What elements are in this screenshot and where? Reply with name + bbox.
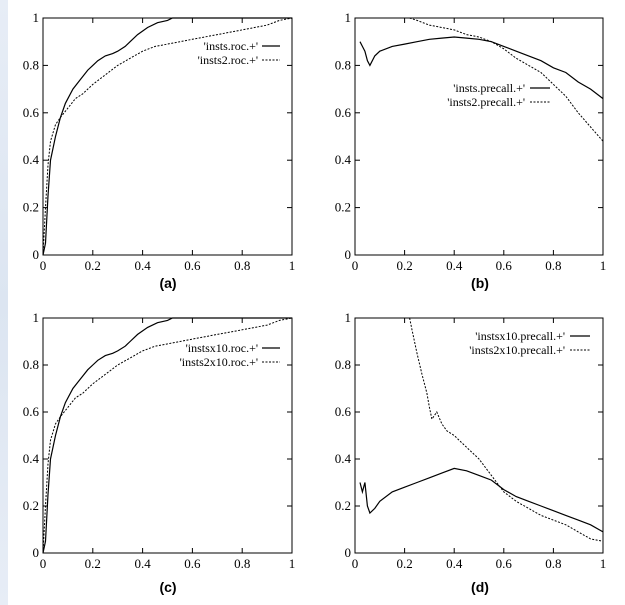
x-tick-label: 0.2 [396, 556, 412, 571]
x-tick-label: 1 [289, 258, 296, 273]
y-tick-label: 0.4 [23, 152, 40, 167]
x-tick-label: 0.6 [184, 556, 201, 571]
series-line-dashed [42, 317, 293, 554]
chart-panel-d: 0 0.2 0.4 0.6 0.8 1 0 0.2 0.4 0.6 0.8 1 'instsx10.pr… [335, 310, 607, 595]
y-tick-label: 0 [33, 545, 40, 560]
x-tick-label: 0 [40, 556, 47, 571]
legend-label: 'insts2x10.precall.+' [469, 343, 565, 357]
y-tick-label: 0 [345, 545, 352, 560]
y-tick-label: 0.6 [23, 404, 40, 419]
x-tick-label: 0 [352, 258, 359, 273]
series-line-solid [359, 36, 604, 100]
legend-label: 'insts.roc.+' [204, 39, 258, 53]
x-tick-label: 1 [600, 556, 607, 571]
x-tick-label: 0.4 [134, 556, 151, 571]
x-tick-label: 0 [40, 258, 47, 273]
y-tick-label: 0.2 [23, 498, 39, 513]
x-tick-label: 0.2 [85, 258, 101, 273]
x-tick-label: 0.2 [396, 258, 412, 273]
x-tick-label: 0.6 [496, 556, 513, 571]
y-tick-label: 0.4 [335, 152, 352, 167]
plot-frame [42, 17, 293, 256]
chart-panel-a: 0 0.2 0.4 0.6 0.8 1 0 0.2 0.4 0.6 0.8 1 'insts.roc.+… [23, 10, 296, 291]
legend-label: 'insts2x10.roc.+' [180, 355, 258, 369]
y-tick-label: 0.4 [335, 451, 352, 466]
legend-label: 'instsx10.precall.+' [475, 329, 565, 343]
page-edge-strip [0, 0, 8, 605]
x-tick-label: 0.6 [184, 258, 201, 273]
y-tick-label: 0.6 [335, 404, 352, 419]
x-tick-label: 0.8 [234, 258, 250, 273]
y-tick-label: 0 [33, 247, 40, 262]
chart-panel-c: 0 0.2 0.4 0.6 0.8 1 0 0.2 0.4 0.6 0.8 1 'instsx10.ro… [23, 310, 296, 595]
y-tick-label: 0.8 [335, 57, 351, 72]
panel-caption: (c) [159, 579, 176, 595]
legend-label: 'insts2.precall.+' [447, 95, 525, 109]
y-tick-label: 0.6 [23, 105, 40, 120]
plot-frame [42, 317, 293, 554]
y-tick-label: 0.2 [23, 200, 39, 215]
x-tick-label: 0.2 [85, 556, 101, 571]
plot-frame [354, 317, 604, 554]
panel-caption: (a) [159, 275, 176, 291]
legend-label: 'instsx10.roc.+' [186, 341, 258, 355]
x-tick-label: 0.8 [545, 258, 561, 273]
panel-caption: (d) [471, 579, 489, 595]
y-tick-label: 1 [33, 10, 40, 25]
legend-label: 'insts.precall.+' [453, 81, 525, 95]
series-line-solid [42, 17, 292, 256]
y-tick-label: 0.8 [335, 357, 351, 372]
y-tick-label: 1 [345, 10, 352, 25]
x-tick-label: 0.8 [234, 556, 250, 571]
series-line-solid [42, 317, 292, 554]
legend-label: 'insts2.roc.+' [198, 53, 258, 67]
panel-caption: (b) [471, 275, 489, 291]
x-tick-label: 0.4 [446, 258, 463, 273]
x-tick-label: 1 [600, 258, 607, 273]
x-tick-label: 0.6 [496, 258, 513, 273]
chart-panel-b: 0 0.2 0.4 0.6 0.8 1 0 0.2 0.4 0.6 0.8 1 'insts.preca… [335, 10, 607, 291]
series-line-dashed [409, 317, 604, 542]
series-line-dashed [42, 17, 293, 256]
y-tick-label: 0.4 [23, 451, 40, 466]
y-tick-label: 0 [345, 247, 352, 262]
x-tick-label: 0.4 [446, 556, 463, 571]
y-tick-label: 0.8 [23, 57, 39, 72]
y-tick-label: 1 [33, 310, 40, 325]
series-line-solid [359, 467, 604, 533]
x-tick-label: 1 [289, 556, 296, 571]
x-tick-label: 0 [352, 556, 359, 571]
x-tick-label: 0.8 [545, 556, 561, 571]
y-tick-label: 1 [345, 310, 352, 325]
y-tick-label: 0.6 [335, 105, 352, 120]
series-line-dashed [409, 17, 604, 142]
y-tick-label: 0.2 [335, 200, 351, 215]
x-tick-label: 0.4 [134, 258, 151, 273]
plot-frame [354, 17, 604, 256]
y-tick-label: 0.8 [23, 357, 39, 372]
y-tick-label: 0.2 [335, 498, 351, 513]
